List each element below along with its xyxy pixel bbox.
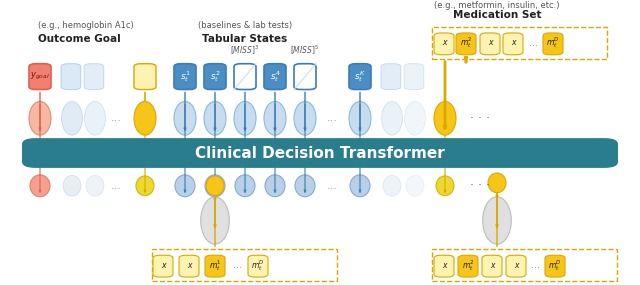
- FancyBboxPatch shape: [205, 255, 225, 277]
- FancyBboxPatch shape: [434, 33, 454, 55]
- FancyBboxPatch shape: [179, 255, 199, 277]
- Ellipse shape: [350, 175, 370, 197]
- Text: $m_t^D$: $m_t^D$: [251, 258, 265, 273]
- Text: $[MISS]^3$: $[MISS]^3$: [230, 44, 260, 57]
- Text: · · ·: · · ·: [470, 112, 490, 125]
- FancyBboxPatch shape: [434, 255, 454, 277]
- FancyBboxPatch shape: [506, 255, 526, 277]
- FancyBboxPatch shape: [248, 255, 268, 277]
- Ellipse shape: [436, 176, 454, 196]
- Ellipse shape: [204, 101, 226, 135]
- Text: x: x: [187, 261, 191, 270]
- Text: $s_t^4$: $s_t^4$: [269, 69, 280, 84]
- Ellipse shape: [488, 173, 506, 193]
- Text: $s_t^1$: $s_t^1$: [180, 69, 190, 84]
- Text: ...: ...: [111, 181, 122, 191]
- FancyBboxPatch shape: [29, 64, 51, 89]
- FancyBboxPatch shape: [349, 64, 371, 89]
- Text: Medication Set: Medication Set: [452, 10, 541, 20]
- FancyBboxPatch shape: [482, 255, 502, 277]
- Ellipse shape: [294, 101, 316, 135]
- Text: $s_t^2$: $s_t^2$: [210, 69, 220, 84]
- Ellipse shape: [234, 101, 256, 135]
- Ellipse shape: [201, 197, 229, 244]
- Ellipse shape: [134, 101, 156, 135]
- Text: $m_t^1$: $m_t^1$: [209, 258, 221, 273]
- FancyBboxPatch shape: [294, 64, 316, 89]
- Ellipse shape: [483, 197, 511, 244]
- Ellipse shape: [30, 175, 50, 197]
- Ellipse shape: [136, 176, 154, 196]
- Text: ...: ...: [531, 260, 541, 270]
- FancyBboxPatch shape: [84, 64, 104, 89]
- Text: ...: ...: [326, 113, 337, 123]
- Ellipse shape: [434, 101, 456, 135]
- Text: x: x: [490, 261, 494, 270]
- Text: x: x: [442, 38, 446, 47]
- Ellipse shape: [29, 101, 51, 135]
- FancyBboxPatch shape: [381, 64, 401, 89]
- Text: x: x: [488, 38, 492, 47]
- Ellipse shape: [235, 175, 255, 197]
- Text: $y_{goal}$: $y_{goal}$: [30, 71, 50, 82]
- Text: Outcome Goal: Outcome Goal: [38, 34, 121, 44]
- Text: $[MISS]^5$: $[MISS]^5$: [291, 44, 320, 57]
- Text: (e.g., metformin, insulin, etc.): (e.g., metformin, insulin, etc.): [435, 1, 560, 10]
- Ellipse shape: [383, 175, 401, 196]
- Ellipse shape: [349, 101, 371, 135]
- FancyBboxPatch shape: [404, 64, 424, 89]
- Text: ...: ...: [529, 38, 538, 48]
- Ellipse shape: [264, 101, 286, 135]
- FancyBboxPatch shape: [503, 33, 523, 55]
- FancyBboxPatch shape: [134, 64, 156, 89]
- FancyBboxPatch shape: [545, 255, 565, 277]
- Text: x: x: [511, 38, 515, 47]
- Ellipse shape: [86, 175, 104, 196]
- Text: $s_t^K$: $s_t^K$: [354, 69, 366, 84]
- Ellipse shape: [63, 175, 81, 196]
- FancyBboxPatch shape: [61, 64, 81, 89]
- Ellipse shape: [174, 101, 196, 135]
- FancyBboxPatch shape: [458, 255, 478, 277]
- Ellipse shape: [61, 101, 83, 135]
- Ellipse shape: [295, 175, 315, 197]
- FancyBboxPatch shape: [264, 64, 286, 89]
- Text: Clinical Decision Transformer: Clinical Decision Transformer: [195, 146, 445, 160]
- Bar: [152, 249, 337, 281]
- Text: (baselines & lab tests): (baselines & lab tests): [198, 21, 292, 30]
- FancyBboxPatch shape: [204, 64, 226, 89]
- Text: $m_t^2$: $m_t^2$: [460, 35, 472, 50]
- FancyBboxPatch shape: [153, 255, 173, 277]
- Text: ...: ...: [111, 113, 122, 123]
- Ellipse shape: [84, 101, 106, 135]
- Ellipse shape: [404, 101, 426, 135]
- Bar: [432, 27, 607, 59]
- Text: x: x: [442, 261, 446, 270]
- Ellipse shape: [406, 175, 424, 196]
- FancyBboxPatch shape: [174, 64, 196, 89]
- Ellipse shape: [265, 175, 285, 197]
- Ellipse shape: [381, 101, 403, 135]
- Text: ...: ...: [326, 181, 337, 191]
- Ellipse shape: [206, 176, 224, 196]
- Bar: [432, 249, 617, 281]
- Text: · · ·: · · ·: [470, 179, 490, 192]
- FancyBboxPatch shape: [480, 33, 500, 55]
- Ellipse shape: [205, 175, 225, 197]
- FancyBboxPatch shape: [456, 33, 476, 55]
- Text: $m_t^D$: $m_t^D$: [548, 258, 562, 273]
- FancyBboxPatch shape: [22, 138, 618, 168]
- Text: $m_t^D$: $m_t^D$: [546, 35, 560, 50]
- FancyBboxPatch shape: [543, 33, 563, 55]
- Text: $m_t^2$: $m_t^2$: [461, 258, 474, 273]
- Text: (e.g., hemoglobin A1c): (e.g., hemoglobin A1c): [38, 21, 134, 30]
- Text: x: x: [514, 261, 518, 270]
- Text: ...: ...: [234, 260, 243, 270]
- Ellipse shape: [175, 175, 195, 197]
- Text: x: x: [161, 261, 165, 270]
- Text: Tabular States: Tabular States: [202, 34, 287, 44]
- FancyBboxPatch shape: [234, 64, 256, 89]
